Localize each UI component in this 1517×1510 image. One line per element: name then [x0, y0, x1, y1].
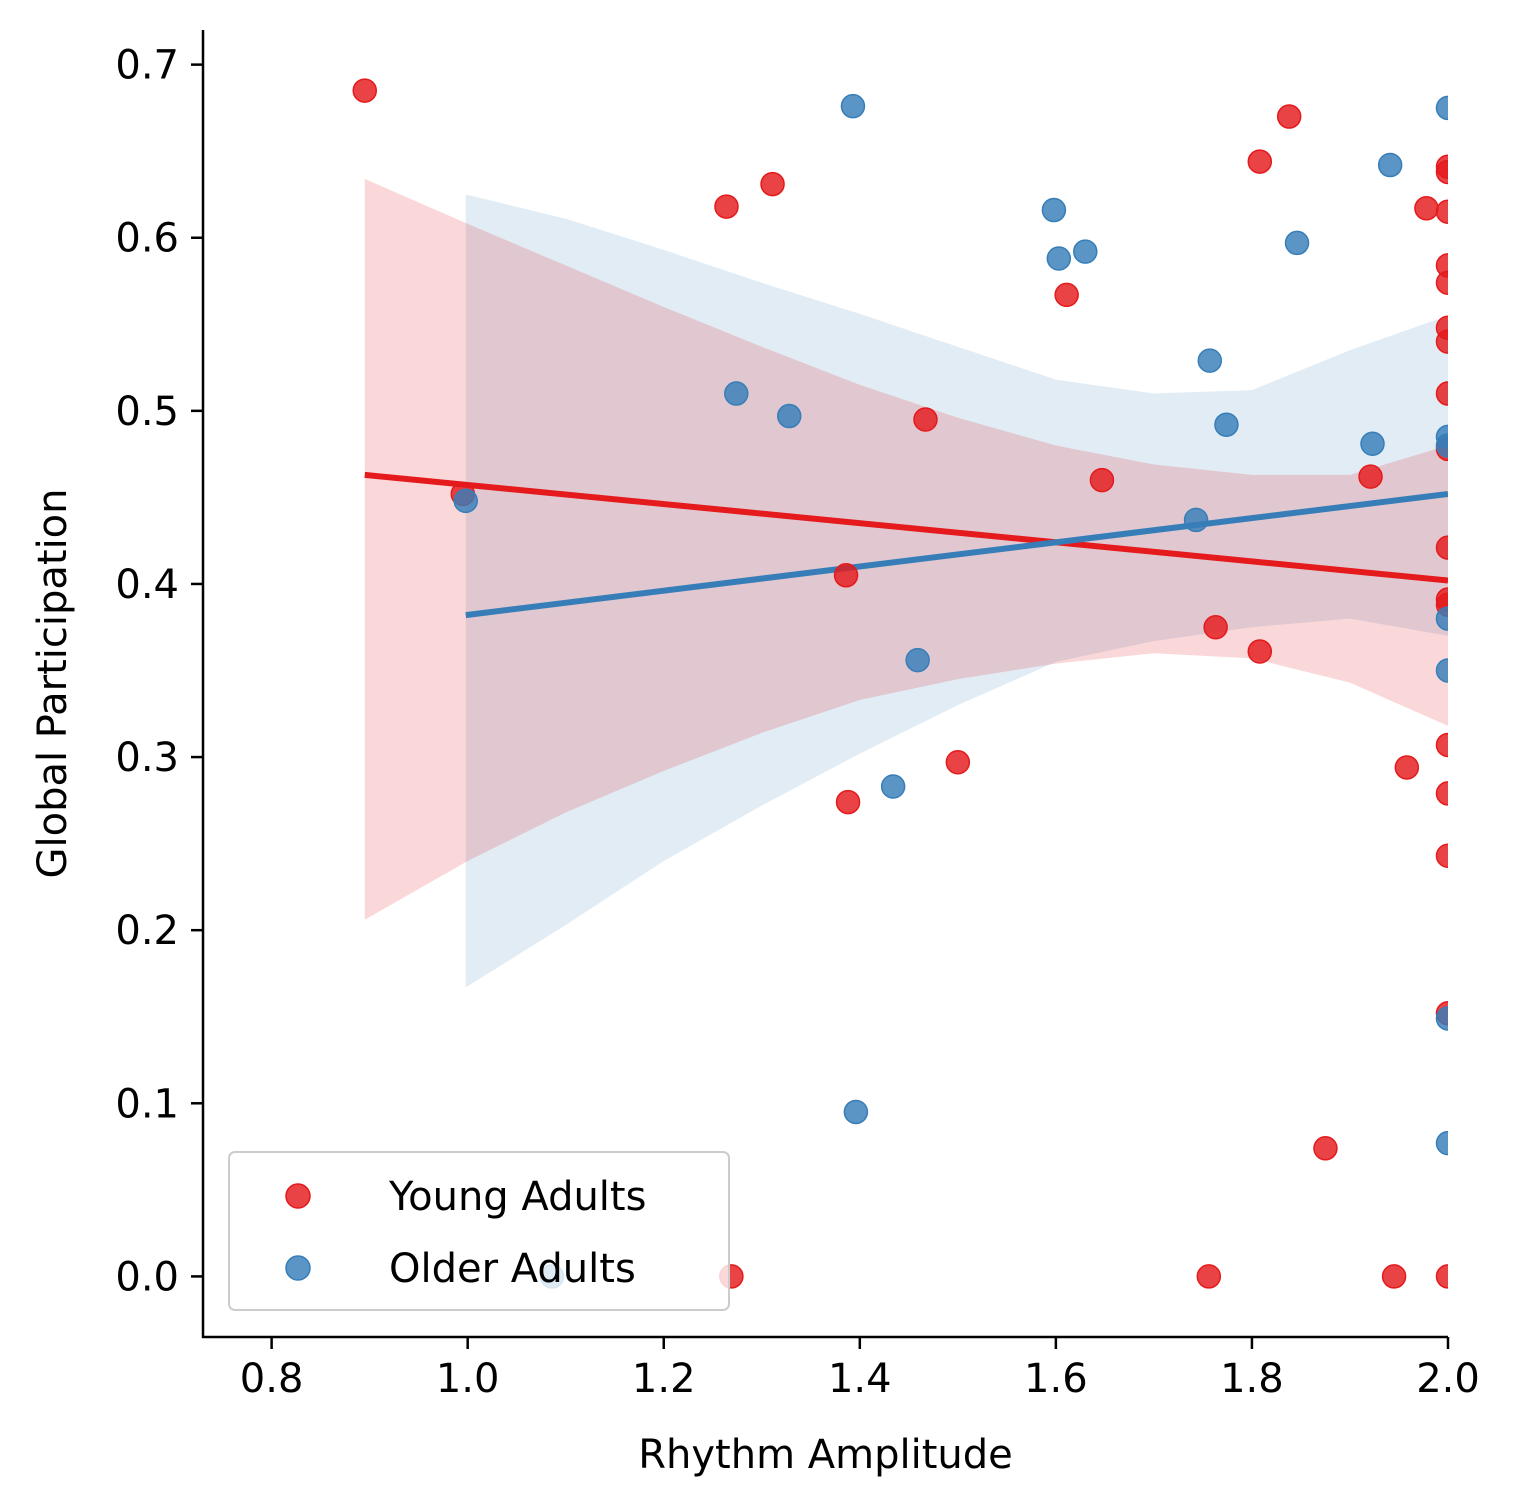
point-older-adults: [724, 381, 749, 406]
point-young-adults: [1313, 1136, 1338, 1161]
y-tick-label: 0.5: [115, 389, 179, 435]
y-tick-label: 0.1: [115, 1081, 179, 1127]
y-tick-label: 0.6: [115, 216, 179, 262]
point-young-adults: [1435, 1264, 1448, 1289]
point-older-adults: [1183, 507, 1209, 533]
regression-line-older-adults: [465, 490, 1448, 619]
legend: Young Adults Older Adults: [228, 1151, 730, 1311]
point-young-adults: [1435, 732, 1448, 758]
point-young-adults: [1381, 1264, 1407, 1289]
point-young-adults: [1435, 159, 1448, 185]
point-older-adults: [840, 93, 866, 119]
ci-band-young-adults: [364, 178, 1448, 920]
y-tick-label: 0.4: [115, 562, 179, 608]
ci-band-older-adults: [465, 194, 1448, 988]
point-older-adults: [776, 403, 802, 429]
point-older-adults: [880, 774, 906, 799]
confidence-bands: [364, 178, 1448, 988]
legend-label-young-adults: Young Adults: [388, 1174, 646, 1220]
x-tick-label: 0.8: [240, 1356, 304, 1402]
x-tick-label: 2.0: [1416, 1356, 1480, 1402]
point-young-adults: [1394, 755, 1420, 780]
point-older-adults: [1435, 433, 1448, 458]
point-older-adults: [1046, 246, 1072, 271]
y-tick-label: 0.7: [115, 43, 179, 89]
point-older-adults: [1435, 658, 1448, 683]
point-older-adults: [1073, 239, 1098, 264]
point-older-adults: [1435, 95, 1448, 121]
point-young-adults: [760, 171, 785, 197]
point-young-adults: [1435, 329, 1448, 354]
point-older-adults: [453, 488, 478, 514]
regression-lines: [364, 471, 1448, 619]
point-young-adults: [1435, 535, 1448, 560]
y-axis-title: Global Participation: [30, 488, 76, 878]
legend-frame: [228, 1151, 730, 1311]
ticks: 0.8 1.0 1.2 1.4 1.6 1.8 2.0 0.0 0.1 0.2 0.3 0.4 0.5 0…: [115, 43, 1479, 1402]
point-young-adults: [1358, 464, 1383, 489]
legend-label-older-adults: Older Adults: [389, 1246, 636, 1292]
point-older-adults: [1377, 152, 1403, 178]
x-tick-label: 1.8: [1220, 1356, 1284, 1402]
point-young-adults: [1435, 381, 1448, 406]
point-young-adults: [1054, 282, 1079, 308]
point-young-adults: [1435, 781, 1448, 806]
point-young-adults: [945, 750, 971, 775]
x-tick-label: 1.0: [436, 1356, 500, 1402]
point-young-adults: [1196, 1264, 1222, 1289]
data-points: [352, 78, 1448, 1289]
point-young-adults: [1203, 614, 1228, 640]
point-older-adults: [1435, 606, 1448, 631]
regression-line-young-adults: [364, 471, 1448, 584]
point-young-adults: [1435, 270, 1448, 295]
axes: [201, 30, 1448, 1339]
y-tick-label: 0.0: [115, 1254, 179, 1300]
point-young-adults: [1089, 467, 1115, 493]
point-young-adults: [1247, 639, 1273, 664]
x-tick-label: 1.6: [1024, 1356, 1088, 1402]
point-older-adults: [1435, 1006, 1448, 1031]
point-young-adults: [1435, 843, 1448, 868]
point-older-adults: [1041, 197, 1067, 223]
legend-marker-older-adults: [285, 1255, 311, 1281]
point-young-adults: [714, 194, 739, 219]
point-older-adults: [1284, 230, 1310, 256]
point-older-adults: [843, 1099, 869, 1125]
point-young-adults: [913, 407, 938, 432]
y-tick-label: 0.3: [115, 735, 179, 781]
point-young-adults: [835, 789, 861, 815]
point-older-adults: [1214, 412, 1239, 437]
x-axis-title: Rhythm Amplitude: [638, 1432, 1013, 1478]
point-young-adults: [1276, 104, 1302, 129]
point-young-adults: [352, 78, 378, 103]
point-older-adults: [1435, 1130, 1448, 1156]
point-older-adults: [1360, 431, 1385, 456]
point-young-adults: [1414, 196, 1439, 221]
point-young-adults: [833, 563, 859, 588]
point-older-adults: [905, 647, 930, 673]
x-tick-label: 1.4: [828, 1356, 892, 1402]
y-tick-label: 0.2: [115, 908, 179, 954]
point-older-adults: [1197, 348, 1223, 373]
point-young-adults: [1247, 149, 1273, 174]
legend-marker-young-adults: [285, 1183, 311, 1209]
x-tick-label: 1.2: [632, 1356, 696, 1402]
point-young-adults: [1435, 199, 1448, 225]
